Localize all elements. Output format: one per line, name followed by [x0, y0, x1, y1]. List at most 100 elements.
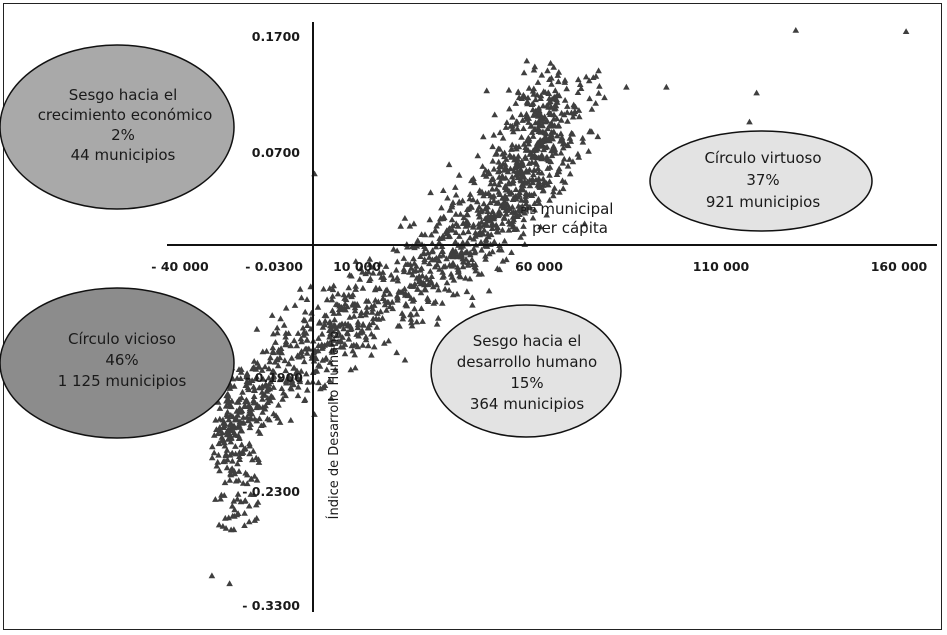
data-point [431, 256, 438, 263]
data-point [435, 286, 442, 293]
data-point [413, 274, 421, 281]
data-point [535, 122, 543, 128]
data-point [224, 408, 231, 415]
data-point [335, 309, 342, 316]
data-point [417, 289, 425, 296]
data-point [663, 83, 670, 90]
x-axis-title-line2: per cápita [532, 219, 608, 237]
data-point [429, 247, 436, 253]
data-point [366, 261, 374, 268]
data-point [245, 401, 253, 408]
data-point [566, 170, 574, 177]
data-point [375, 298, 382, 305]
data-point [301, 308, 309, 315]
data-point [428, 273, 435, 279]
data-point [528, 129, 536, 135]
y-tick-label: - 0.3300 [242, 598, 300, 613]
data-point [449, 253, 457, 260]
data-point [327, 395, 335, 401]
data-point [372, 284, 380, 291]
data-point [515, 152, 522, 159]
data-point [263, 382, 270, 389]
data-point [341, 341, 349, 347]
data-point [516, 189, 523, 195]
data-point [249, 456, 256, 463]
data-point [237, 427, 245, 434]
data-point [574, 89, 582, 95]
data-point [238, 450, 246, 456]
data-point [401, 356, 409, 363]
data-point [277, 315, 284, 322]
data-point [222, 514, 229, 521]
data-point [407, 295, 415, 301]
data-point [494, 228, 502, 235]
data-point [495, 158, 502, 165]
data-point [586, 127, 594, 134]
data-point [233, 375, 241, 381]
data-point [479, 230, 487, 237]
x-tick-label: - 40 000 [151, 259, 209, 274]
data-point [553, 115, 561, 121]
data-point [448, 273, 456, 280]
data-point [226, 580, 233, 587]
data-point [512, 186, 520, 192]
data-point [531, 63, 539, 70]
data-point [433, 320, 441, 327]
data-point [530, 66, 538, 73]
data-point [533, 91, 541, 98]
data-point [327, 330, 335, 337]
data-point [303, 349, 311, 356]
data-point [253, 476, 261, 483]
data-point [576, 113, 583, 120]
data-point [258, 384, 265, 391]
data-point [236, 456, 243, 462]
data-point [512, 100, 520, 106]
data-point [471, 263, 478, 270]
data-point [551, 122, 558, 129]
data-point [259, 409, 266, 415]
x-axis-title-prefix: PIB [521, 206, 537, 217]
data-point [227, 421, 234, 428]
data-point [408, 311, 415, 318]
data-point [555, 165, 563, 172]
data-point [492, 151, 499, 157]
data-point [534, 79, 542, 85]
data-point [456, 233, 463, 239]
data-point [368, 309, 376, 315]
data-point [413, 310, 421, 317]
data-point [463, 288, 471, 295]
data-point [404, 243, 411, 250]
data-point [482, 190, 489, 196]
data-point [288, 379, 295, 386]
data-point [221, 439, 228, 446]
data-point [495, 168, 502, 175]
data-point [529, 179, 537, 186]
data-point [252, 454, 260, 461]
data-point [529, 214, 537, 221]
data-point [332, 322, 339, 329]
data-point [274, 362, 282, 369]
data-point [517, 233, 524, 240]
data-point [504, 168, 512, 175]
data-point [265, 365, 273, 372]
data-point [238, 441, 245, 448]
data-point [256, 415, 263, 422]
data-point [344, 330, 351, 337]
quadrant-label: Sesgo hacia el [69, 86, 178, 104]
data-point [330, 282, 337, 289]
data-point [511, 225, 519, 232]
data-point [393, 247, 401, 254]
quadrant-count: 1 125 municipios [58, 372, 187, 390]
data-point [256, 430, 264, 436]
data-point [505, 180, 513, 187]
data-point [247, 421, 254, 427]
data-point [374, 310, 381, 316]
data-point [439, 252, 447, 258]
data-point [486, 250, 493, 257]
data-point [341, 305, 348, 311]
data-point [346, 271, 353, 278]
data-point [363, 308, 370, 315]
y-tick-label: 0.0700 [252, 145, 301, 160]
data-point [227, 470, 234, 477]
data-point [463, 211, 471, 218]
